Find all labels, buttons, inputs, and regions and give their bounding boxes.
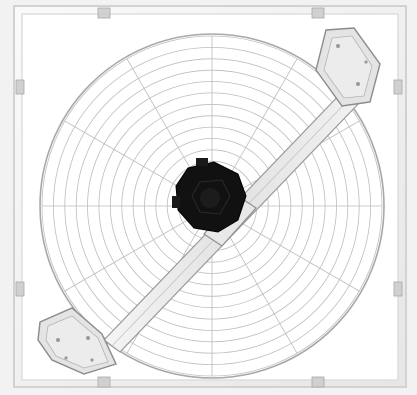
motor-icon (172, 158, 247, 233)
grill-spoke (222, 58, 298, 188)
grill-spoke (64, 120, 194, 196)
grill-spoke (230, 216, 360, 292)
mount-plate-icon (37, 307, 117, 375)
grill-spoke (222, 224, 298, 354)
grill-spoke (64, 216, 194, 292)
mount-plate-icon (315, 27, 381, 107)
grill-spoke (126, 58, 202, 188)
frame-clip-icon (15, 7, 403, 388)
